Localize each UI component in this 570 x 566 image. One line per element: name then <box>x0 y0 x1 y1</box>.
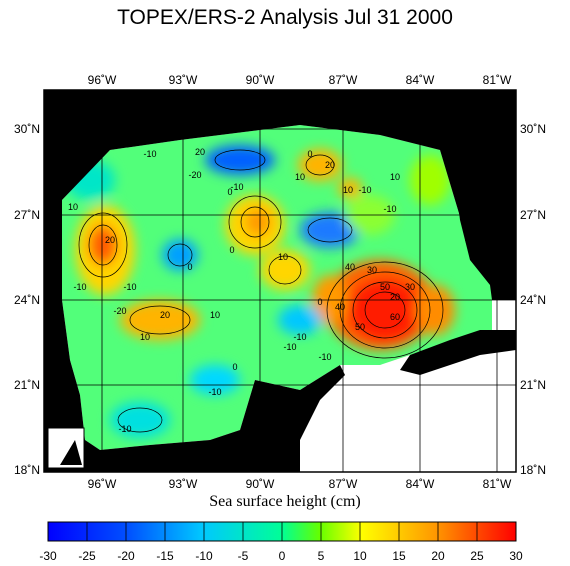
lat-tick-label: 24˚N <box>14 293 40 307</box>
lat-tick-label: 30˚N <box>14 122 40 136</box>
lon-tick-label: 93˚W <box>169 477 198 491</box>
contour-label: -10 <box>383 204 396 214</box>
colorbar-tick-label: -25 <box>78 549 96 563</box>
lon-tick-label: 93˚W <box>169 73 198 87</box>
contour-label: 50 <box>355 322 365 332</box>
contour-label: -10 <box>73 282 86 292</box>
lat-ticks-right: 30˚N 27˚N 24˚N 21˚N 18˚N <box>520 122 546 477</box>
colorbar-tick-label: 30 <box>509 549 523 563</box>
contour-label: 20 <box>325 160 335 170</box>
colorbar-tick-label: 10 <box>353 549 367 563</box>
lat-tick-label: 18˚N <box>520 463 546 477</box>
lat-tick-label: 27˚N <box>14 208 40 222</box>
colorbar-tick-label: 0 <box>279 549 286 563</box>
contour-label: 40 <box>335 302 345 312</box>
colorbar-tick-label: -30 <box>39 549 57 563</box>
contour-label: 20 <box>160 310 170 320</box>
lat-tick-label: 27˚N <box>520 208 546 222</box>
lat-tick-label: 24˚N <box>520 293 546 307</box>
contour-label: 0 <box>229 245 234 255</box>
us-coast <box>44 90 516 280</box>
contour-label: -10 <box>143 149 156 159</box>
contour-label: -20 <box>188 170 201 180</box>
colorbar-tick-label: -10 <box>195 549 213 563</box>
lat-ticks-left: 30˚N 27˚N 24˚N 21˚N 18˚N <box>14 122 40 477</box>
colorbar-tick-label: 25 <box>470 549 484 563</box>
colorbar-tick-label: 15 <box>392 549 406 563</box>
lon-tick-label: 96˚W <box>88 73 117 87</box>
contour-label: -10 <box>208 387 221 397</box>
lon-tick-label: 87˚W <box>329 73 358 87</box>
contour-label: 30 <box>367 265 377 275</box>
contour-label: 20 <box>105 235 115 245</box>
contour-label: 0 <box>187 262 192 272</box>
contour-label: 0 <box>307 149 312 159</box>
lat-tick-label: 30˚N <box>520 122 546 136</box>
contour-label: 0 <box>227 187 232 197</box>
lon-tick-label: 90˚W <box>246 73 275 87</box>
lon-tick-label: 81˚W <box>483 73 512 87</box>
cuba <box>400 330 516 375</box>
contour-label: 10 <box>68 202 78 212</box>
contour-label: 20 <box>195 147 205 157</box>
map-title: TOPEX/ERS-2 Analysis Jul 31 2000 <box>117 6 453 29</box>
contour-label: -10 <box>283 342 296 352</box>
contour-label: 0 <box>232 362 237 372</box>
colorbar-tick-label: -5 <box>238 549 249 563</box>
contour-label: 0 <box>317 297 322 307</box>
colorbar-tick-label: -15 <box>156 549 174 563</box>
lat-tick-label: 18˚N <box>14 463 40 477</box>
contour-label: 10 <box>278 252 288 262</box>
contour-label: 20 <box>390 292 400 302</box>
lon-tick-label: 90˚W <box>246 477 275 491</box>
contour-lines <box>78 149 444 433</box>
contour-label: 40 <box>345 262 355 272</box>
mexico-coast <box>44 200 345 472</box>
lon-ticks-bottom: 96˚W 93˚W 90˚W 87˚W 84˚W 81˚W <box>88 477 512 491</box>
contour-label: -10 <box>118 424 131 434</box>
lon-tick-label: 96˚W <box>88 477 117 491</box>
contour-label: 30 <box>405 282 415 292</box>
contour-label: -10 <box>123 282 136 292</box>
colorbar-tick-label: -20 <box>117 549 135 563</box>
lon-tick-label: 84˚W <box>406 73 435 87</box>
contour-label: -10 <box>230 182 243 192</box>
graticule <box>44 90 516 472</box>
contour-label: -10 <box>293 332 306 342</box>
contour-label: 10 <box>390 172 400 182</box>
ssh-field <box>44 90 516 472</box>
colorbar-ticks: -30 -25 -20 -15 -10 -5 0 5 10 15 20 25 30 <box>39 522 523 563</box>
contour-label: 10 <box>295 172 305 182</box>
contour-label: 60 <box>390 312 400 322</box>
colorbar-tick-label: 5 <box>318 549 325 563</box>
contour-label: 10 <box>210 310 220 320</box>
contour-label: -10 <box>318 352 331 362</box>
lon-tick-label: 84˚W <box>406 477 435 491</box>
lat-tick-label: 21˚N <box>520 378 546 392</box>
colorbar-label: Sea surface height (cm) <box>209 493 361 510</box>
contour-label: -10 <box>358 185 371 195</box>
contour-label: 50 <box>380 282 390 292</box>
contour-label: 10 <box>343 185 353 195</box>
lon-tick-label: 87˚W <box>329 477 358 491</box>
contour-label: 10 <box>140 332 150 342</box>
lon-tick-label: 81˚W <box>483 477 512 491</box>
map-frame <box>43 89 517 473</box>
lat-tick-label: 21˚N <box>14 378 40 392</box>
lon-ticks-top: 96˚W 93˚W 90˚W 87˚W 84˚W 81˚W <box>88 73 512 87</box>
colorbar-tick-label: 20 <box>431 549 445 563</box>
contour-label: -20 <box>113 306 126 316</box>
